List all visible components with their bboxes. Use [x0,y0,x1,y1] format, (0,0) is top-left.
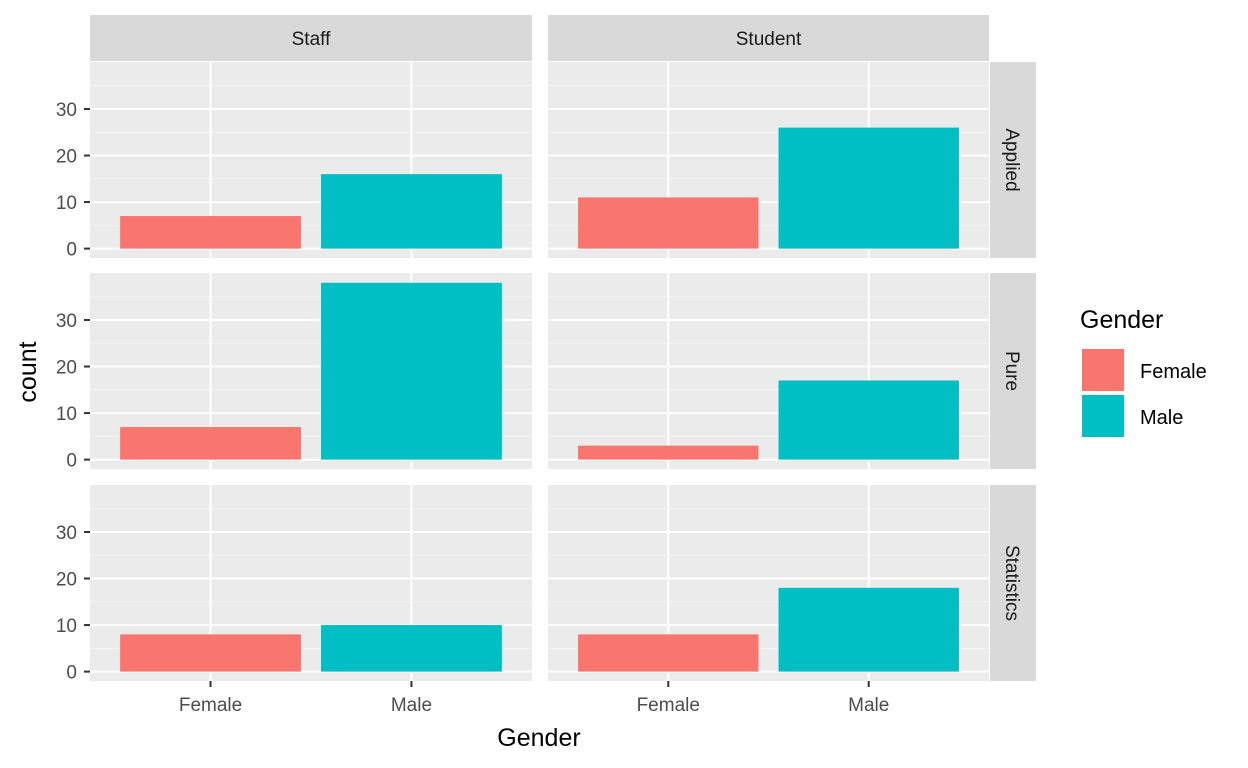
y-tick-label: 20 [56,358,77,379]
bar-pure-staff-female [120,427,301,460]
axes-layer: 0 10 20 30 0 10 20 30 0 10 20 30 Female Male Female Mal… [56,100,889,716]
x-tick-label: Female [637,695,700,716]
bar-statistics-student-female [578,634,759,672]
strip-right-pure [990,273,1036,469]
bar-pure-student-male [778,380,959,460]
panel-pure-staff [90,273,532,469]
x-tick-label: Male [848,695,889,716]
x-tick-label: Male [391,695,432,716]
y-tick-label: 0 [66,240,77,261]
bar-statistics-staff-female [120,634,301,672]
strip-label-pure: Pure [1001,351,1022,391]
y-tick-label: 0 [66,663,77,684]
legend-label-female: Female [1140,361,1207,383]
strip-label-statistics: Statistics [1001,545,1022,621]
y-tick-label: 20 [56,147,77,168]
y-tick-label: 10 [56,404,77,425]
legend: Gender Female Male [1080,306,1207,437]
x-axis-title: Gender [497,724,580,752]
strip-right-statistics [990,485,1036,681]
strip-right-applied [990,62,1036,258]
y-axis-title: count [14,341,42,402]
panel-statistics-staff [90,485,532,681]
bar-pure-student-female [578,445,759,460]
y-tick-label: 0 [66,451,77,472]
panel-applied-staff [90,62,532,258]
y-tick-label: 30 [56,523,77,544]
panels-layer [90,62,989,681]
strip-label-student: Student [736,29,802,50]
strip-label-applied: Applied [1001,128,1022,191]
bar-applied-student-male [778,127,959,249]
legend-title: Gender [1080,306,1163,334]
legend-key-female [1082,349,1124,391]
bar-statistics-staff-male [321,625,502,672]
y-tick-label: 20 [56,570,77,591]
panel-pure-student [548,273,989,469]
bar-applied-staff-male [321,174,502,249]
legend-key-male [1082,395,1124,437]
bar-statistics-student-male [778,587,959,672]
legend-label-male: Male [1140,407,1183,429]
y-tick-label: 30 [56,100,77,121]
bar-applied-student-female [578,197,759,249]
strips-layer: Staff Student Applied Pure Statistics [90,15,1036,681]
panel-applied-student [548,62,989,258]
bar-applied-staff-female [120,216,301,249]
bar-pure-staff-male [321,282,502,460]
y-tick-label: 30 [56,311,77,332]
strip-top-student [548,15,989,61]
panel-statistics-student [548,485,989,681]
y-tick-label: 10 [56,616,77,637]
strip-top-staff [90,15,532,61]
strip-label-staff: Staff [292,29,331,50]
x-tick-label: Female [179,695,242,716]
y-tick-label: 10 [56,193,77,214]
